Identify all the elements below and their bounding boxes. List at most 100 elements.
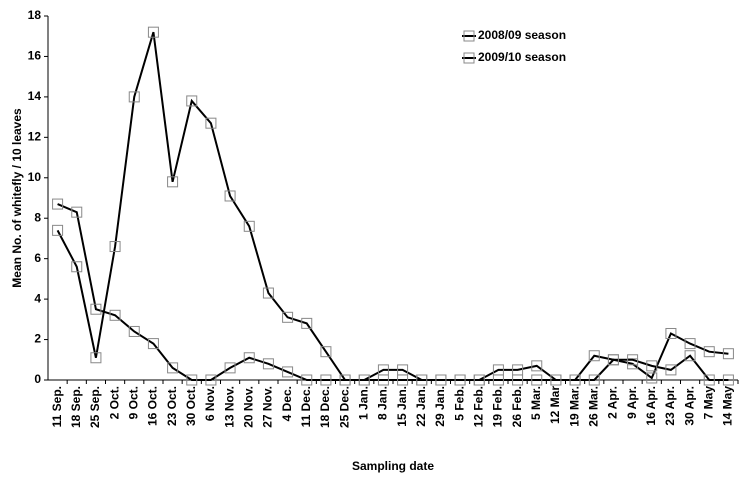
y-tick-label: 14 — [28, 89, 42, 103]
marker — [646, 372, 658, 384]
marker — [416, 374, 428, 386]
x-tick-label: 18 Sep. — [69, 386, 83, 428]
marker — [71, 206, 83, 218]
x-tick-label: 13 Nov. — [222, 386, 236, 428]
marker — [320, 374, 332, 386]
marker — [262, 358, 274, 370]
x-tick-label: 11 Dec. — [299, 386, 313, 427]
marker — [454, 374, 466, 386]
marker — [531, 374, 543, 386]
x-tick-label: 27 Nov. — [261, 386, 275, 428]
x-tick-label: 2 Apr. — [606, 386, 620, 419]
series-line — [56, 31, 729, 381]
y-tick-label: 6 — [34, 251, 41, 265]
y-axis-title: Mean No. of whitefly / 10 leaves — [10, 108, 24, 288]
marker — [531, 360, 543, 372]
marker — [588, 374, 600, 386]
x-tick-label: 9 Oct. — [126, 386, 140, 419]
x-tick-label: 7 May — [701, 386, 715, 420]
series-line — [57, 203, 729, 381]
x-tick-label: 22 Jan. — [414, 386, 428, 427]
x-tick-label: 29 Jan. — [433, 386, 447, 427]
marker — [358, 374, 370, 386]
marker — [684, 350, 696, 362]
x-tick-label: 12 Mar — [548, 386, 562, 424]
legend-label: 2008/09 season — [478, 28, 566, 42]
marker — [607, 354, 619, 366]
marker — [109, 241, 121, 253]
y-tick-label: 10 — [28, 170, 42, 184]
marker — [71, 261, 83, 273]
marker — [435, 374, 447, 386]
x-tick-label: 26 Feb. — [510, 386, 524, 427]
x-tick-label: 16 Apr. — [644, 386, 658, 426]
marker — [722, 348, 734, 360]
marker — [301, 317, 313, 329]
x-tick-label: 25 Sep. — [88, 386, 102, 428]
marker — [282, 366, 294, 378]
marker — [128, 91, 140, 103]
marker — [473, 374, 485, 386]
marker — [512, 374, 524, 386]
legend-label: 2009/10 season — [478, 50, 566, 64]
x-tick-label: 16 Oct. — [146, 386, 160, 426]
x-tick-label: 18 Dec. — [318, 386, 332, 428]
marker — [646, 360, 658, 372]
marker — [205, 117, 217, 129]
marker — [128, 325, 140, 337]
marker — [569, 374, 581, 386]
marker — [588, 350, 600, 362]
x-tick-label: 30 Oct. — [184, 386, 198, 426]
marker — [109, 309, 121, 321]
x-tick-label: 20 Nov. — [241, 386, 255, 428]
x-tick-label: 19 Feb. — [491, 386, 505, 427]
marker — [52, 198, 64, 210]
x-tick-label: 5 Mar. — [529, 386, 543, 420]
marker — [90, 303, 102, 315]
marker — [301, 374, 313, 386]
legend-marker — [463, 30, 475, 42]
x-tick-label: 9 Apr. — [625, 386, 639, 419]
x-tick-label: 14 May — [721, 386, 735, 426]
marker — [377, 374, 389, 386]
marker — [224, 190, 236, 202]
x-tick-label: 8 Jan. — [376, 386, 390, 420]
x-tick-label: 19 Mar. — [567, 386, 581, 427]
marker — [147, 26, 159, 38]
y-tick-label: 12 — [28, 130, 42, 144]
marker — [722, 374, 734, 386]
marker — [167, 362, 179, 374]
marker — [627, 354, 639, 366]
marker — [684, 338, 696, 350]
marker — [282, 311, 294, 323]
y-tick-label: 0 — [34, 372, 41, 386]
y-tick-label: 8 — [34, 210, 41, 224]
x-tick-label: 23 Oct. — [165, 386, 179, 426]
x-tick-label: 26 Mar. — [586, 386, 600, 427]
x-tick-label: 23 Apr. — [663, 386, 677, 426]
x-tick-label: 12 Feb. — [471, 386, 485, 427]
x-tick-label: 30 Apr. — [682, 386, 696, 426]
y-tick-label: 16 — [28, 49, 42, 63]
marker — [147, 338, 159, 350]
x-tick-label: 4 Dec. — [280, 386, 294, 421]
marker — [492, 374, 504, 386]
x-axis-title: Sampling date — [352, 459, 434, 473]
marker — [550, 374, 562, 386]
x-tick-label: 2 Oct. — [107, 386, 121, 419]
marker — [703, 346, 715, 358]
x-tick-label: 25 Dec. — [337, 386, 351, 428]
marker — [205, 374, 217, 386]
y-tick-label: 2 — [34, 332, 41, 346]
marker — [243, 352, 255, 364]
marker — [703, 374, 715, 386]
x-tick-label: 6 Nov. — [203, 386, 217, 421]
marker — [397, 374, 409, 386]
marker — [167, 176, 179, 188]
x-tick-label: 15 Jan. — [395, 386, 409, 427]
marker — [665, 327, 677, 339]
x-tick-label: 5 Feb. — [452, 386, 466, 421]
marker — [665, 364, 677, 376]
y-tick-label: 18 — [28, 8, 42, 22]
